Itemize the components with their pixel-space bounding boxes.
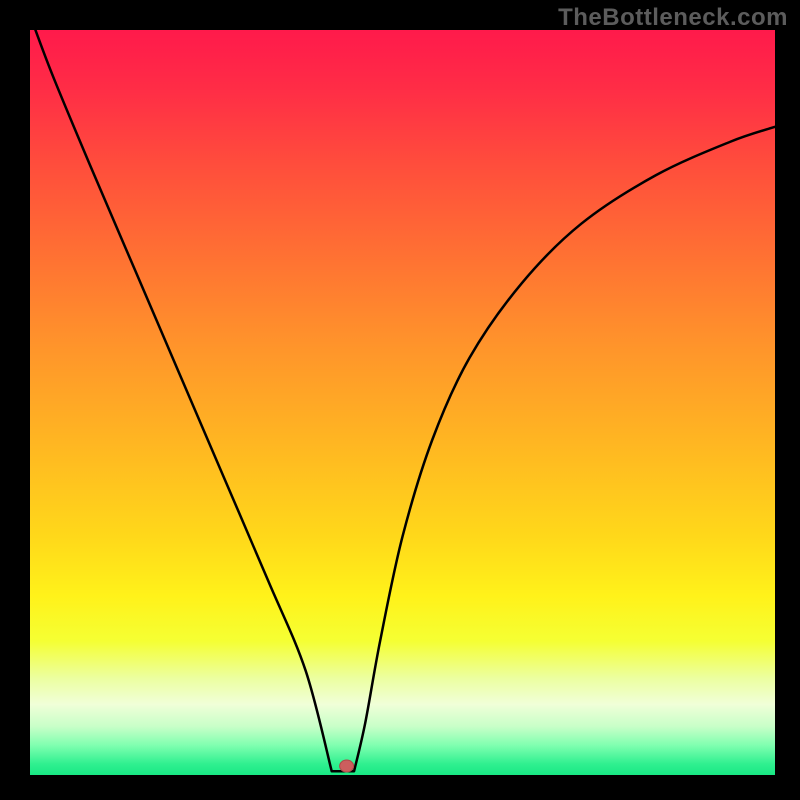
- watermark-label: TheBottleneck.com: [558, 4, 788, 32]
- chart-container: TheBottleneck.com: [0, 0, 800, 800]
- optimal-point-marker: [340, 760, 354, 772]
- plot-background-gradient: [30, 30, 775, 775]
- bottleneck-chart: [0, 0, 800, 800]
